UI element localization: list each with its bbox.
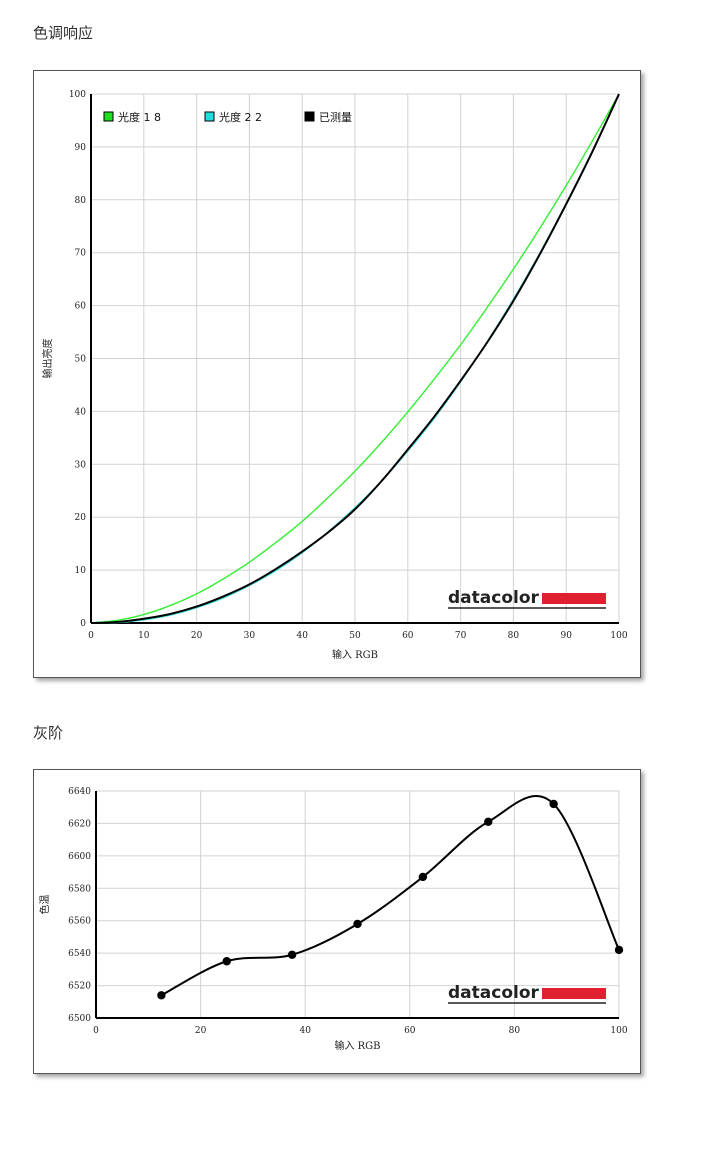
x-tick-label: 0 <box>93 1026 99 1036</box>
grid <box>91 93 620 623</box>
datacolor-logo-bar <box>542 593 606 604</box>
tone-response-chart: 0 10 20 30 40 50 60 70 80 90 100 0 10 20 30 40 50 60 70 80 9… <box>41 90 628 661</box>
legend-swatch-1 <box>103 111 114 122</box>
y-tick-label: 70 <box>75 249 87 259</box>
y-tick-label: 0 <box>80 619 86 629</box>
y-tick-label: 50 <box>75 355 87 365</box>
x-tick-label: 50 <box>349 631 361 641</box>
data-point <box>353 919 362 929</box>
y-tick-label: 100 <box>69 90 86 100</box>
x-tick-label: 60 <box>402 631 414 641</box>
y-tick-label: 20 <box>75 513 87 523</box>
grid <box>96 790 620 1018</box>
x-tick-label: 100 <box>610 631 627 641</box>
data-point <box>222 957 231 966</box>
legend-swatch-3 <box>304 111 315 122</box>
x-tick-label: 80 <box>508 631 520 641</box>
y-tick-label: 6600 <box>68 852 91 862</box>
x-tick-label: 20 <box>195 1026 207 1036</box>
data-point <box>484 817 493 827</box>
y-tick-label: 6540 <box>68 949 91 959</box>
series-line-1 <box>90 93 620 624</box>
datacolor-logo-text: datacolor <box>448 588 540 608</box>
x-axis-label: 输入 RGB <box>332 648 378 661</box>
x-tick-label: 70 <box>455 631 467 641</box>
grayscale-panel: 0 20 40 60 80 100 6500 6520 6540 6560 6580 6600 6620… <box>33 769 641 1074</box>
y-axis-label: 输出亮度 <box>41 339 54 379</box>
y-tick-label: 6560 <box>68 917 91 927</box>
y-tick-label: 6620 <box>68 819 91 829</box>
y-tick-label: 90 <box>75 143 87 153</box>
y-axis-label: 色温 <box>38 895 51 915</box>
data-point <box>418 872 428 882</box>
data-point <box>157 991 166 1000</box>
y-tick-label: 10 <box>75 566 87 576</box>
y-tick-label: 6580 <box>68 884 91 894</box>
x-tick-label: 40 <box>296 631 308 641</box>
legend-label-1: 光度 1 8 <box>118 110 161 124</box>
x-tick-label: 100 <box>610 1026 627 1036</box>
x-tick-label: 0 <box>88 631 94 641</box>
tone-response-title: 色调响应 <box>33 24 94 42</box>
series-line-3 <box>90 93 620 624</box>
grayscale-chart: 0 20 40 60 80 100 6500 6520 6540 6560 6580 6600 6620… <box>38 787 628 1052</box>
series-line <box>160 795 620 997</box>
y-tick-label: 6640 <box>68 787 91 797</box>
data-point <box>549 799 558 809</box>
x-tick-label: 40 <box>299 1026 311 1036</box>
legend-swatch-2 <box>204 111 215 122</box>
y-tick-label: 6520 <box>68 982 91 992</box>
datacolor-logo-text: datacolor <box>448 983 540 1003</box>
x-axis-label: 输入 RGB <box>334 1039 380 1052</box>
y-tick-label: 6500 <box>68 1014 91 1024</box>
legend-label-3: 已测量 <box>319 111 352 124</box>
x-tick-label: 90 <box>560 631 572 641</box>
x-tick-label: 80 <box>509 1026 521 1036</box>
y-tick-label: 80 <box>75 196 87 206</box>
legend-label-2: 光度 2 2 <box>219 110 262 124</box>
datacolor-logo-bar <box>542 988 606 999</box>
y-tick-label: 60 <box>75 302 87 312</box>
y-tick-label: 40 <box>75 407 87 417</box>
x-tick-label: 30 <box>244 631 256 641</box>
x-tick-label: 60 <box>404 1026 416 1036</box>
x-tick-label: 10 <box>138 631 150 641</box>
data-point <box>287 950 297 959</box>
y-tick-label: 30 <box>75 460 87 470</box>
grayscale-title: 灰阶 <box>33 724 64 742</box>
tone-response-panel: 0 10 20 30 40 50 60 70 80 90 100 0 10 20 30 40 50 60 70 80 9… <box>33 70 641 678</box>
x-tick-label: 20 <box>191 631 203 641</box>
data-point <box>614 945 624 955</box>
